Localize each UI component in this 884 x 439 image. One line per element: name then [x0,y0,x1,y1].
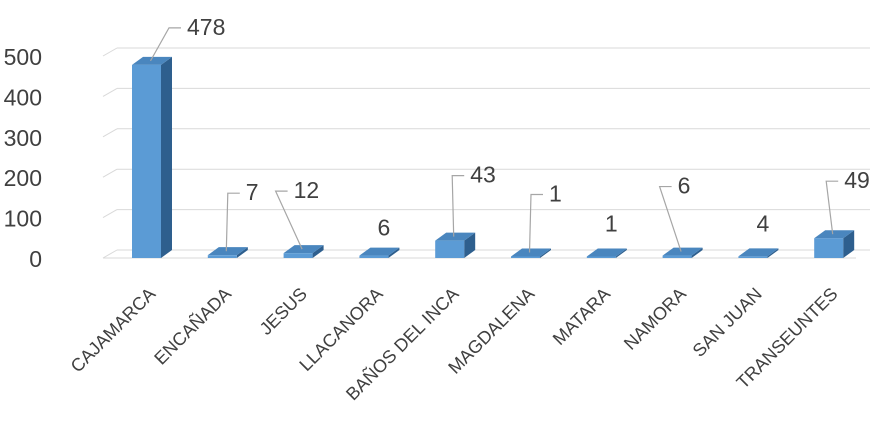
bar-side [236,247,248,258]
x-tick-label: JESUS [256,284,311,339]
y-tick-label: 500 [4,44,42,70]
leader-line [274,190,303,250]
bar-3 [359,247,400,258]
data-label: 1 [549,181,562,207]
bar-8 [738,248,779,258]
bar-top [586,248,627,257]
gridline-depth [102,128,118,138]
bar-4 [435,232,476,258]
bar-front [435,240,465,258]
bar-5 [511,248,551,258]
bar-side [464,232,476,258]
bar-front [132,64,161,258]
bar-front [586,256,616,258]
leader-line [825,180,839,235]
leader-line [451,175,465,237]
bars [132,56,855,258]
bar-top [814,230,855,239]
gridline-depth [102,87,118,97]
bar-side [843,230,855,258]
data-label: 6 [678,173,691,199]
data-label: 43 [470,162,496,188]
bar-front [207,255,237,258]
bar-side [312,245,324,258]
y-tick-label: 400 [4,84,42,110]
bar-front [662,255,692,258]
bar-top [283,245,324,254]
bar-side [388,247,400,258]
bar-top [511,248,551,257]
x-tick-label: ENCAÑADA [150,283,236,369]
data-label: 4 [757,210,770,236]
leader-lines [149,27,839,253]
gridline-depth [102,209,118,219]
bar-top [207,247,248,256]
bar-top [132,56,172,65]
x-tick-label: SAN JUAN [689,284,766,361]
bar-front [814,238,844,258]
data-label: 1 [605,211,618,237]
bar-side [161,56,172,258]
gridline-depth [102,47,118,57]
y-tick-label: 0 [29,246,42,272]
gridline-depth [102,249,118,259]
bar-top [435,232,476,241]
bar-front [738,256,768,258]
bar-side [767,248,779,258]
bar-2 [283,245,324,258]
data-label: 478 [187,14,225,40]
leader-line [528,193,543,253]
bar-1 [207,247,248,258]
x-tick-label: CAJAMARCA [67,284,160,377]
bar-top [662,247,703,256]
y-tick-label: 300 [4,125,42,151]
gridline-depth [102,168,118,178]
data-labels: 478 7 12 6 43 1 1 6 4 49 [187,14,870,241]
gridlines [102,47,870,259]
data-label: 49 [844,167,870,193]
y-axis: 0 100 200 300 400 500 [4,44,42,272]
bar-7 [662,247,703,258]
bar-top [738,248,779,257]
bar-0 [132,56,172,258]
bar-front [283,253,313,258]
bar-top [359,247,400,256]
bar-front [359,255,389,258]
bar-side [691,247,703,258]
leader-line [149,27,181,62]
y-tick-label: 200 [4,165,42,191]
bar-front [511,256,540,258]
bar-side [615,248,627,258]
data-label: 12 [294,177,320,203]
x-tick-label: MATARA [549,284,614,349]
x-tick-label: NAMORA [620,284,690,354]
bar-side [540,248,551,258]
data-label: 7 [246,179,259,205]
bar-6 [586,248,627,258]
data-label: 6 [378,215,391,241]
bar-9 [814,230,855,258]
leader-line [658,185,682,252]
leader-line [225,192,240,252]
y-tick-label: 100 [4,206,42,232]
